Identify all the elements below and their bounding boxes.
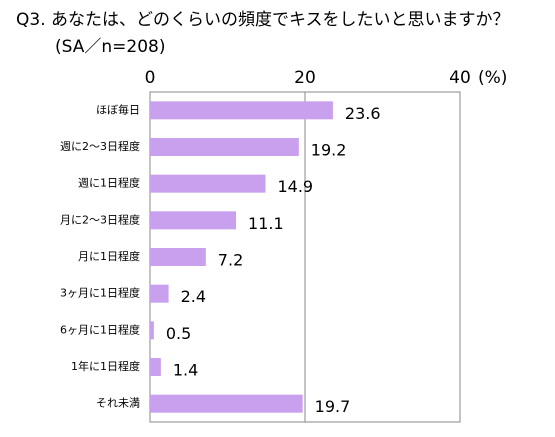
value-label: 23.6 [345, 104, 381, 123]
value-label: 14.9 [277, 177, 313, 196]
value-label: 7.2 [218, 251, 243, 270]
bar [150, 138, 299, 156]
chart-title: Q3. あなたは、どのくらいの頻度でキスをしたいと思いますか？ [16, 10, 510, 30]
x-tick-label: 20 [294, 68, 316, 88]
x-tick-label: 0 [145, 68, 156, 88]
bar [150, 358, 161, 376]
value-label: 0.5 [166, 324, 191, 343]
value-label: 2.4 [181, 287, 206, 306]
y-tick-label: それ未満 [96, 397, 140, 410]
bar [150, 174, 266, 193]
bar [150, 321, 154, 340]
y-tick-label: 月に1日程度 [78, 249, 140, 263]
x-tick-label: 40 [449, 68, 471, 88]
y-tick-label: 1年に1日程度 [71, 359, 140, 373]
y-tick-label: 週に1日程度 [78, 176, 140, 190]
bar [150, 284, 169, 303]
x-axis-label: (%) [478, 68, 507, 88]
y-tick-label: 月に2～3日程度 [60, 212, 140, 226]
value-label: 11.1 [248, 214, 284, 233]
bar [150, 248, 206, 266]
value-label: 19.7 [315, 397, 351, 416]
y-tick-label: 週に2～3日程度 [60, 139, 140, 153]
y-tick-label: 3ヶ月に1日程度 [60, 286, 140, 300]
chart-subtitle: (SA／n=208) [55, 37, 165, 57]
bar [150, 394, 303, 413]
y-tick-label: ほぼ毎日 [96, 103, 140, 116]
value-label: 1.4 [173, 361, 198, 380]
bar [150, 101, 333, 120]
y-tick-label: 6ヶ月に1日程度 [60, 322, 140, 336]
bar [150, 211, 237, 230]
value-label: 19.2 [311, 141, 347, 160]
